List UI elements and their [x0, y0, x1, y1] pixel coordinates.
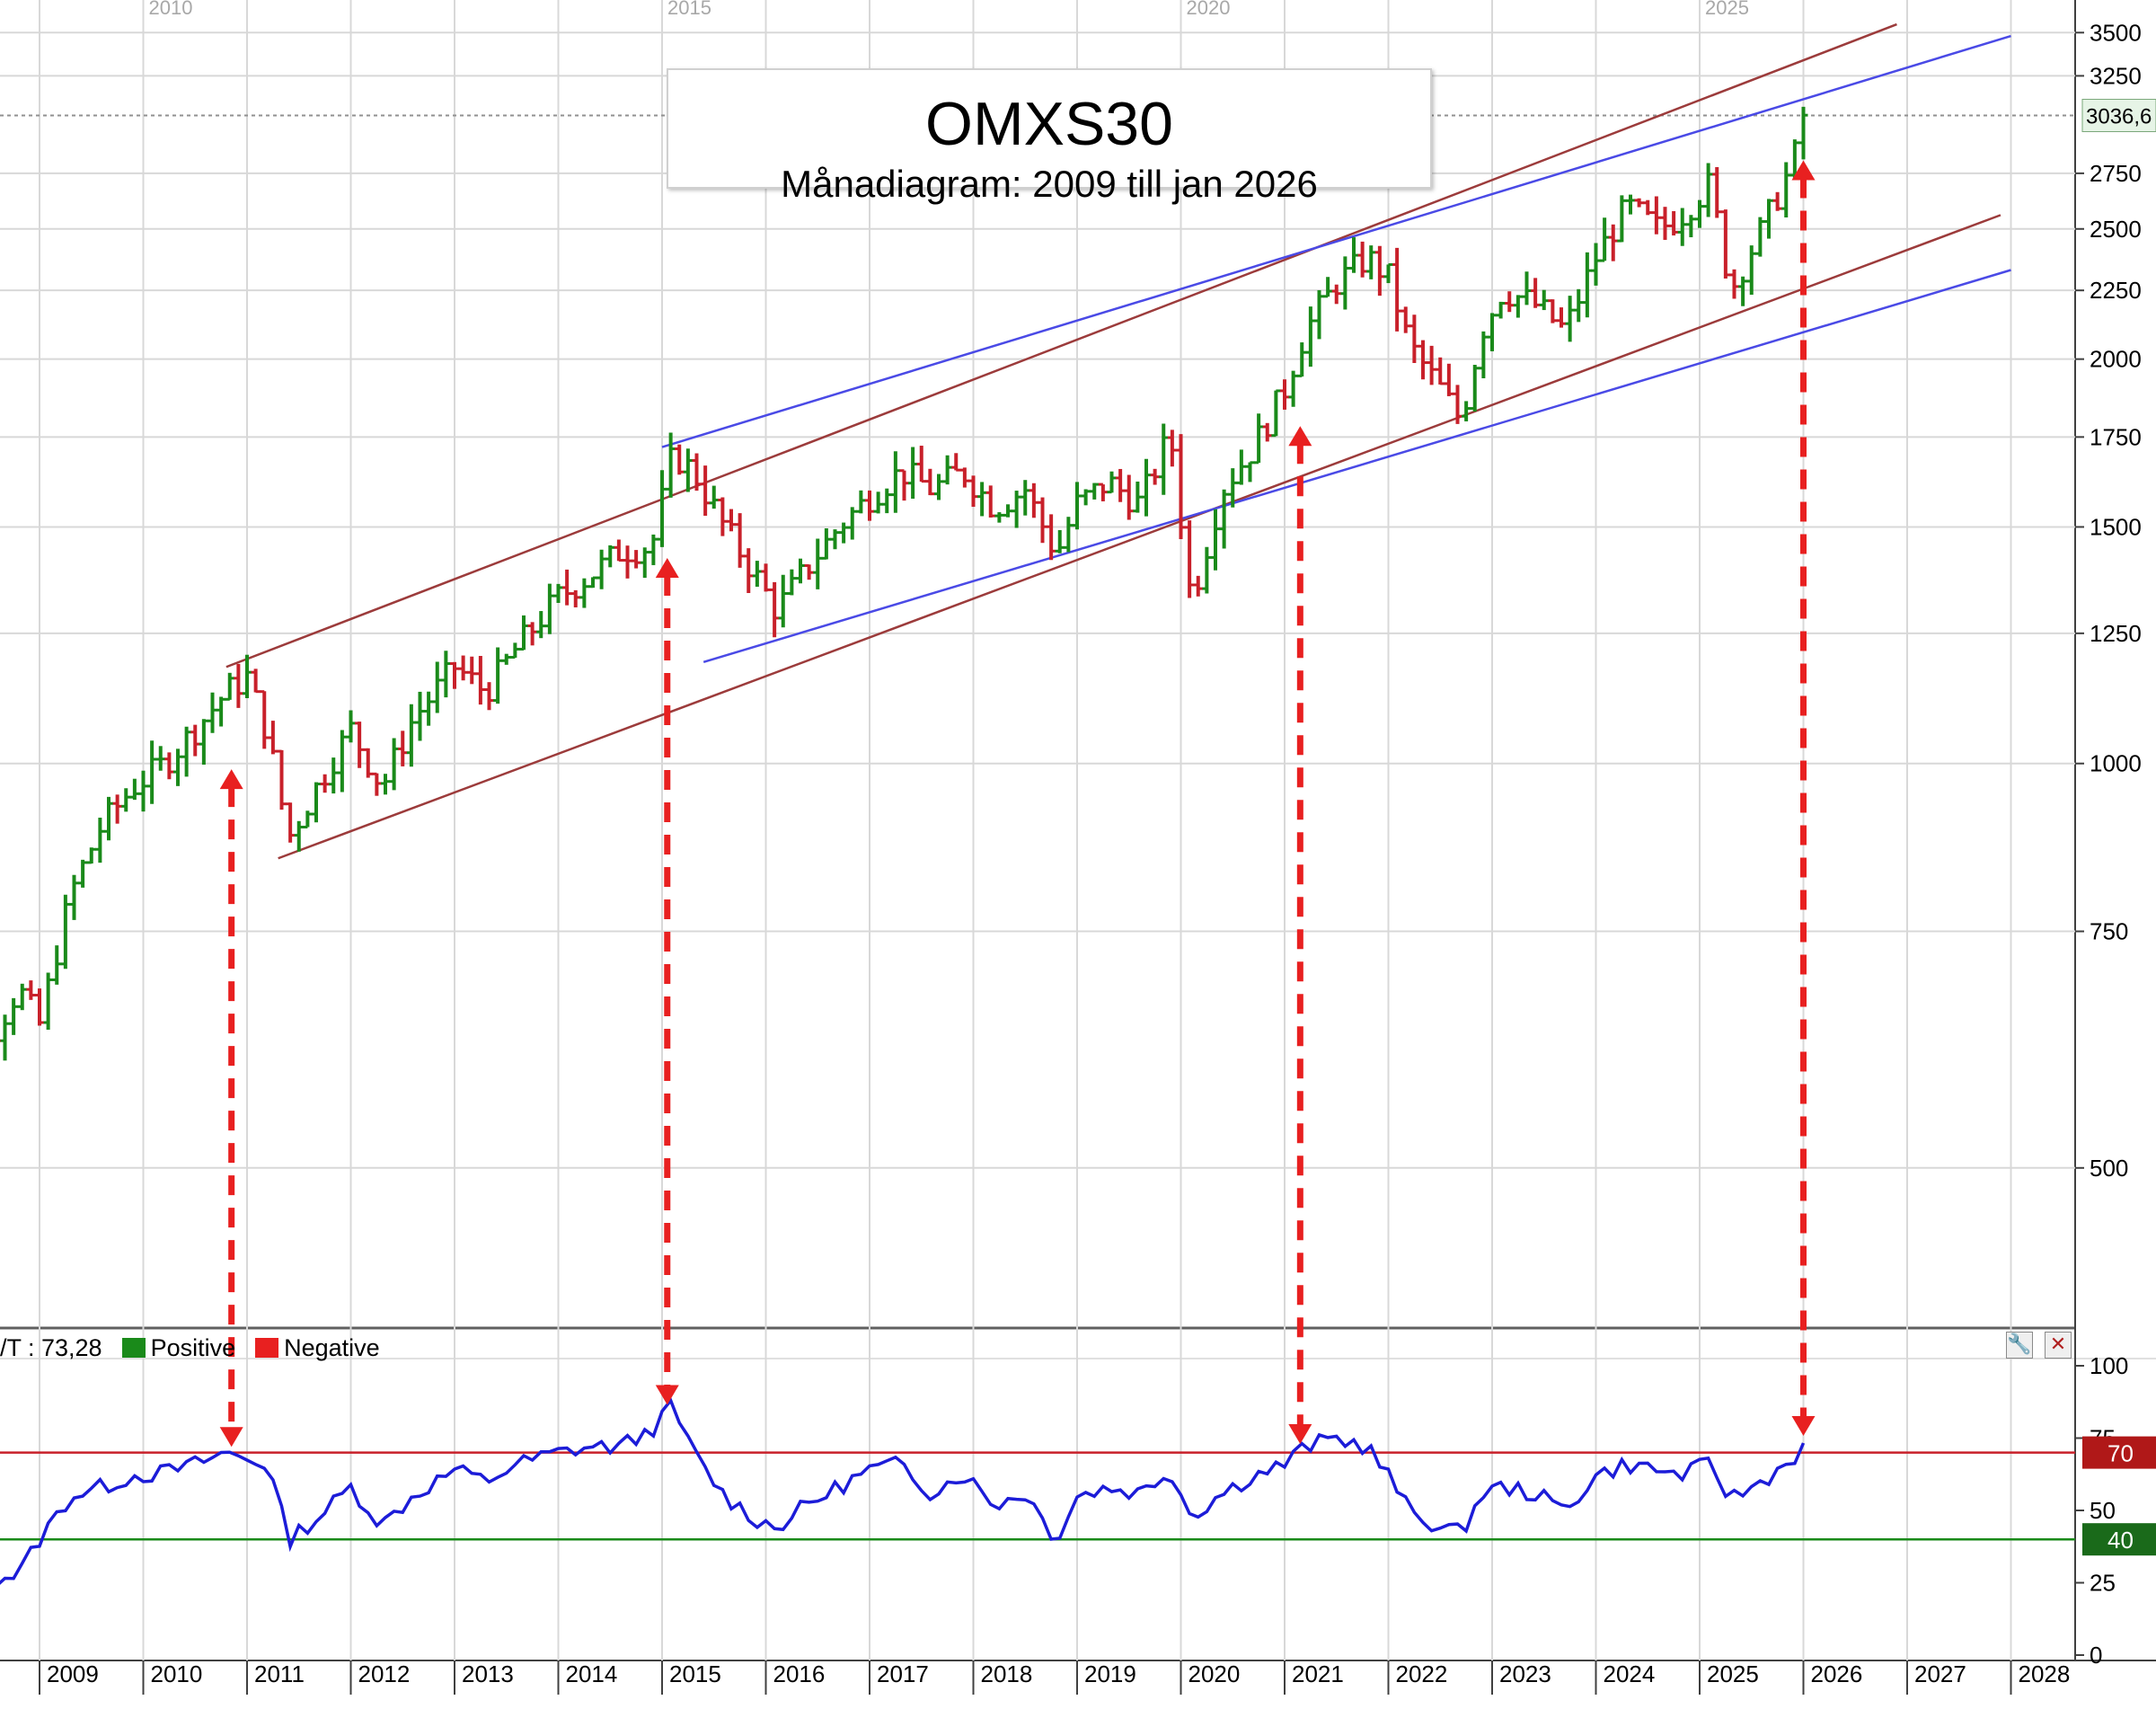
grid-layer — [0, 0, 2156, 1661]
channel-brown-upper — [225, 22, 1897, 669]
wrench-icon[interactable]: 🔧 — [2006, 1332, 2033, 1359]
x-tick-label: 2027 — [1914, 1660, 1966, 1687]
x-tick-label: 2010 — [151, 1660, 203, 1687]
x-tick-label: 2016 — [773, 1660, 826, 1687]
x-tick-label: 2021 — [1292, 1660, 1344, 1687]
x-tick-label: 2023 — [1499, 1660, 1551, 1687]
y-tick-label: 750 — [2090, 918, 2128, 945]
y-tick-label: 1000 — [2090, 750, 2142, 777]
y-tick-label: 3500 — [2090, 19, 2142, 46]
channel-blue-lower — [702, 269, 2011, 663]
rsi-line — [0, 1397, 1806, 1585]
chart-title: OMXS30 — [925, 90, 1173, 158]
level-40-label: 40 — [2107, 1527, 2134, 1554]
x-tick-label: 2009 — [47, 1660, 99, 1687]
x-tick-label: 2013 — [462, 1660, 514, 1687]
top-year-label: 2010 — [149, 0, 193, 19]
divergence-arrow-head-down — [219, 1427, 243, 1448]
y-tick-label: 3250 — [2090, 62, 2142, 89]
channel-blue-upper — [661, 34, 2011, 448]
x-tick-label: 2020 — [1188, 1660, 1241, 1687]
legend-positive-swatch — [121, 1338, 146, 1358]
level-70-label: 70 — [2107, 1440, 2134, 1467]
x-tick-label: 2011 — [254, 1660, 305, 1687]
channel-lines — [225, 22, 2011, 860]
last-value-label: 3036,6 — [2086, 105, 2152, 129]
ind-y-tick-label: 25 — [2090, 1570, 2116, 1597]
y-tick-label: 1250 — [2090, 620, 2142, 647]
ind-y-tick-label: 50 — [2090, 1497, 2116, 1524]
y-tick-label: 500 — [2090, 1155, 2128, 1182]
legend-prefix: /T : 73,28 — [0, 1333, 102, 1361]
divergence-arrow-head-up — [655, 558, 679, 579]
y-tick-label: 1500 — [2090, 513, 2142, 540]
top-year-label: 2015 — [667, 0, 711, 19]
x-tick-label: 2019 — [1084, 1660, 1136, 1687]
chart-title-box: OMXS30 Månadiagram: 2009 till jan 2026 — [667, 68, 1432, 203]
x-tick-label: 2015 — [669, 1660, 721, 1687]
level-70-badge — [2082, 1436, 2156, 1469]
ind-y-tick-label: 100 — [2090, 1352, 2128, 1379]
x-tick-label: 2017 — [877, 1660, 929, 1687]
y-tick-label: 2750 — [2090, 160, 2142, 187]
level-40-badge — [2082, 1523, 2156, 1556]
divergence-arrow-head-down — [1791, 1416, 1816, 1437]
indicator-legend: /T : 73,28 Positive Negative — [0, 1332, 380, 1364]
top-year-label: 2025 — [1705, 0, 1749, 19]
legend-negative-swatch — [255, 1338, 279, 1358]
channel-brown-lower — [278, 214, 2001, 860]
chart-subtitle: Månadiagram: 2009 till jan 2026 — [781, 163, 1318, 205]
x-tick-label: 2026 — [1811, 1660, 1863, 1687]
x-tick-label: 2014 — [566, 1660, 618, 1687]
legend-negative-label: Negative — [284, 1333, 380, 1361]
arrow-layer — [219, 160, 1816, 1448]
x-tick-label: 2028 — [2019, 1660, 2071, 1687]
divergence-arrow-head-down — [1288, 1423, 1312, 1444]
x-tick-label: 2022 — [1396, 1660, 1448, 1687]
indicator-layer — [0, 1397, 2075, 1585]
price-panel-bg — [0, 0, 2075, 1328]
divergence-arrow-head-up — [1791, 160, 1816, 181]
y-tick-label: 1750 — [2090, 423, 2142, 450]
last-value-box — [2081, 99, 2156, 133]
x-tick-label: 2024 — [1604, 1660, 1656, 1687]
top-year-label: 2020 — [1187, 0, 1231, 19]
y-tick-label: 2000 — [2090, 346, 2142, 373]
divergence-arrow-head-down — [655, 1385, 679, 1405]
legend-positive-label: Positive — [150, 1333, 236, 1361]
ind-y-tick-label: 0 — [2090, 1642, 2102, 1669]
x-tick-label: 2025 — [1707, 1660, 1759, 1687]
x-tick-label: 2012 — [358, 1660, 411, 1687]
y-tick-label: 2500 — [2090, 216, 2142, 243]
divergence-arrow-head-up — [219, 769, 243, 790]
y-tick-label: 2250 — [2090, 277, 2142, 304]
x-tick-label: 2018 — [981, 1660, 1033, 1687]
price-bars — [0, 106, 1808, 1061]
close-icon[interactable]: ✕ — [2045, 1332, 2072, 1359]
divergence-arrow-head-up — [1288, 426, 1312, 447]
